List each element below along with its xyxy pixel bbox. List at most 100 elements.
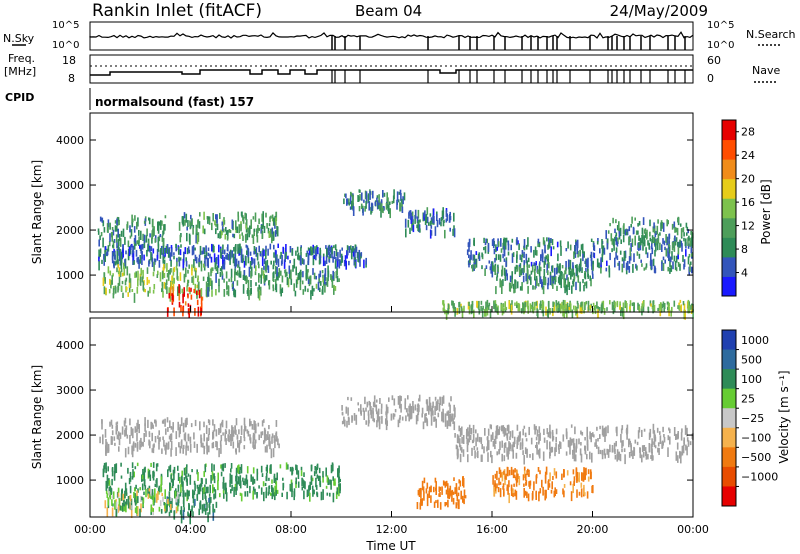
- scatter-cell: [230, 277, 233, 283]
- scatter-cell: [107, 245, 110, 252]
- scatter-cell: [149, 286, 151, 294]
- scatter-cell: [548, 483, 551, 488]
- scatter-cell: [221, 221, 224, 226]
- scatter-cell: [196, 484, 199, 489]
- scatter-cell: [514, 492, 516, 497]
- scatter-cell: [560, 245, 562, 256]
- scatter-cell: [171, 275, 173, 282]
- scatter-cell: [99, 216, 102, 222]
- scatter-cell: [453, 225, 455, 230]
- scatter-cell: [507, 251, 510, 256]
- scatter-cell: [177, 496, 180, 507]
- scatter-cell: [618, 261, 621, 271]
- scatter-cell: [606, 243, 609, 250]
- scatter-cell: [137, 506, 139, 516]
- scatter-cell: [458, 307, 461, 314]
- scatter-cell: [118, 498, 121, 506]
- scatter-cell: [268, 280, 271, 290]
- scatter-cell: [376, 413, 379, 423]
- scatter-cell: [196, 469, 198, 475]
- scatter-cell: [671, 251, 673, 260]
- scatter-cell: [535, 475, 538, 484]
- scatter-cell: [569, 481, 572, 486]
- scatter-cell: [544, 279, 547, 286]
- scatter-cell: [604, 434, 606, 442]
- scatter-cell: [256, 468, 259, 475]
- scatter-cell: [376, 410, 378, 415]
- scatter-cell: [256, 472, 259, 481]
- scatter-cell: [420, 488, 422, 499]
- scatter-cell: [215, 273, 217, 283]
- scatter-cell: [350, 248, 353, 258]
- scatter-cell: [559, 272, 562, 281]
- scatter-cell: [143, 239, 146, 249]
- scatter-cell: [147, 493, 150, 499]
- scatter-cell: [118, 233, 121, 241]
- scatter-cell: [596, 445, 598, 449]
- scatter-cell: [416, 216, 419, 224]
- scatter-cell: [431, 219, 433, 225]
- scatter-cell: [679, 223, 682, 227]
- scatter-cell: [277, 243, 279, 248]
- scatter-cell: [182, 481, 184, 492]
- scatter-cell: [590, 258, 593, 267]
- scatter-cell: [608, 268, 611, 278]
- scatter-cell: [122, 292, 124, 298]
- scatter-cell: [522, 428, 524, 436]
- scatter-cell: [191, 276, 193, 283]
- scatter-cell: [682, 445, 685, 454]
- scatter-cell: [327, 271, 329, 282]
- scatter-cell: [641, 306, 643, 316]
- scatter-cell: [504, 475, 506, 486]
- scatter-cell: [271, 485, 273, 493]
- scatter-cell: [205, 281, 208, 291]
- scatter-cell: [528, 264, 530, 268]
- scatter-cell: [687, 256, 690, 265]
- scatter-cell: [144, 485, 147, 490]
- scatter-cell: [511, 430, 514, 439]
- scatter-cell: [212, 419, 214, 426]
- scatter-cell: [625, 301, 627, 307]
- scatter-cell: [369, 402, 371, 411]
- scatter-cell: [247, 430, 250, 437]
- scatter-cell: [489, 424, 492, 429]
- scatter-cell: [331, 462, 334, 472]
- scatter-cell: [652, 237, 655, 243]
- scatter-cell: [158, 442, 160, 450]
- scatter-cell: [435, 401, 438, 411]
- scatter-cell: [338, 259, 341, 269]
- scatter-cell: [157, 243, 160, 252]
- scatter-cell: [669, 267, 671, 274]
- scatter-cell: [354, 249, 356, 258]
- power-colorbar-swatch: [722, 198, 736, 219]
- scatter-cell: [196, 493, 199, 501]
- scatter-cell: [386, 406, 388, 416]
- scatter-cell: [668, 302, 670, 306]
- velocity-colorbar-tick-label: 100: [741, 373, 762, 386]
- scatter-cell: [263, 419, 265, 423]
- scatter-cell: [310, 246, 312, 252]
- scatter-cell: [455, 444, 458, 450]
- scatter-cell: [226, 290, 228, 295]
- scatter-cell: [676, 442, 679, 450]
- scatter-cell: [500, 280, 503, 288]
- scatter-cell: [295, 266, 297, 276]
- scatter-cell: [355, 414, 358, 425]
- scatter-cell: [378, 421, 381, 430]
- scatter-cell: [539, 266, 542, 272]
- scatter-cell: [674, 260, 677, 270]
- scatter-cell: [657, 219, 659, 224]
- scatter-cell: [275, 487, 277, 496]
- y-tick-label: 2000: [56, 429, 84, 442]
- scatter-cell: [602, 300, 605, 310]
- scatter-cell: [124, 427, 127, 433]
- scatter-cell: [494, 302, 497, 311]
- scatter-cell: [550, 489, 553, 494]
- scatter-cell: [592, 264, 594, 271]
- scatter-cell: [557, 304, 559, 308]
- scatter-cell: [620, 307, 623, 312]
- scatter-cell: [250, 270, 252, 279]
- scatter-cell: [393, 189, 395, 199]
- scatter-cell: [584, 492, 586, 496]
- scatter-cell: [469, 259, 471, 263]
